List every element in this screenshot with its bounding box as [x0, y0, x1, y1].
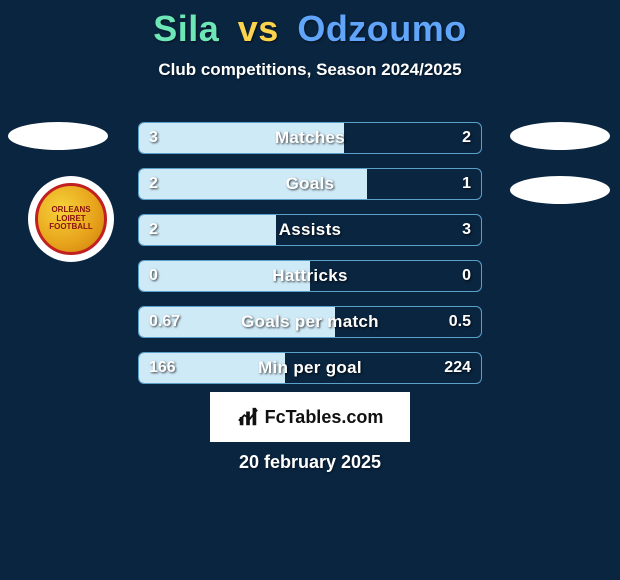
stat-row: 166Min per goal224 — [138, 352, 482, 384]
stat-fill-left — [139, 261, 310, 291]
stat-row: 2Assists3 — [138, 214, 482, 246]
player1-avatar-placeholder — [8, 122, 108, 150]
stat-row: 0.67Goals per match0.5 — [138, 306, 482, 338]
player2-name: Odzoumo — [297, 8, 466, 49]
player1-club-logo: ORLEANS LOIRET FOOTBALL — [28, 176, 114, 262]
stat-value-left: 0.67 — [149, 307, 180, 337]
stat-value-right: 3 — [462, 215, 471, 245]
stat-value-right: 1 — [462, 169, 471, 199]
brand-badge: FcTables.com — [210, 392, 410, 442]
stat-fill-left — [139, 123, 344, 153]
stat-row: 0Hattricks0 — [138, 260, 482, 292]
stat-value-left: 2 — [149, 169, 158, 199]
stat-value-right: 0.5 — [449, 307, 471, 337]
brand-text: FcTables.com — [265, 407, 384, 428]
player1-name: Sila — [153, 8, 219, 49]
vs-text: vs — [238, 8, 279, 49]
player2-club-placeholder — [510, 176, 610, 204]
comparison-title: Sila vs Odzoumo — [0, 0, 620, 50]
stat-row: 2Goals1 — [138, 168, 482, 200]
stats-bars: 3Matches2 2Goals1 2Assists3 0Hattricks0 0.67… — [138, 122, 482, 384]
logo-line3: FOOTBALL — [49, 223, 93, 231]
stat-value-left: 2 — [149, 215, 158, 245]
stat-row: 3Matches2 — [138, 122, 482, 154]
player2-avatar-placeholder — [510, 122, 610, 150]
stat-value-left: 3 — [149, 123, 158, 153]
stat-value-right: 2 — [462, 123, 471, 153]
club-logo-orleans: ORLEANS LOIRET FOOTBALL — [35, 183, 107, 255]
stat-fill-left — [139, 215, 276, 245]
stat-value-left: 0 — [149, 261, 158, 291]
date-text: 20 february 2025 — [0, 452, 620, 473]
stat-value-right: 224 — [444, 353, 471, 383]
subtitle: Club competitions, Season 2024/2025 — [0, 60, 620, 80]
stat-value-right: 0 — [462, 261, 471, 291]
stat-fill-left — [139, 169, 367, 199]
chart-icon — [237, 406, 259, 428]
stat-value-left: 166 — [149, 353, 176, 383]
